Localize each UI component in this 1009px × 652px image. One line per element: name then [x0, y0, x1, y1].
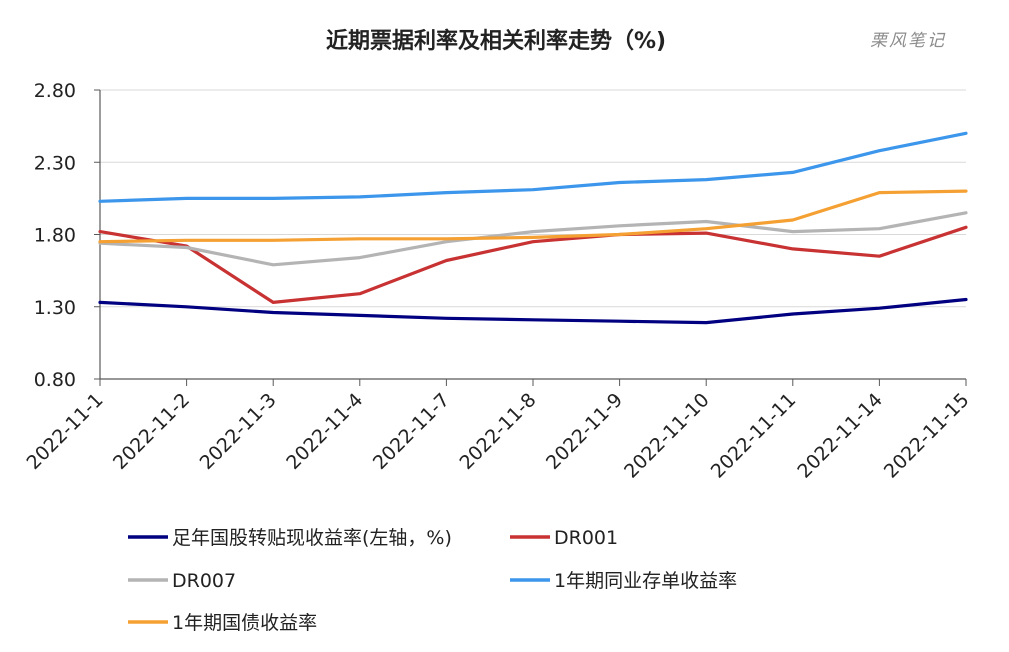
y-tick-label: 1.30 [34, 297, 76, 319]
series-line-3 [98, 211, 968, 267]
y-tick-label: 2.30 [34, 152, 76, 174]
series-line-1 [98, 297, 968, 325]
x-tick-label: 2022-11-10 [620, 389, 714, 483]
x-tick-label: 2022-11-15 [880, 389, 974, 483]
series-line-5 [98, 189, 968, 244]
legend: 足年国股转贴现收益率(左轴，%) DR001 DR007 1年期同业存单收益率 1年期国… [128, 527, 737, 634]
x-tick-label: 2022-11-7 [369, 389, 454, 474]
legend-label: 1年期国债收益率 [172, 612, 317, 634]
gridlines [100, 89, 966, 308]
series-line-4 [98, 131, 968, 203]
series-lines [98, 131, 968, 325]
y-tick-label: 1.80 [34, 225, 76, 247]
y-tick-label: 0.80 [34, 369, 76, 391]
y-axis-tick-labels: 0.80 1.30 1.80 2.30 2.80 [34, 80, 76, 391]
y-tick-label: 2.80 [34, 80, 76, 102]
legend-label: DR007 [172, 570, 236, 592]
x-axis-tick-labels: 2022-11-1 2022-11-2 2022-11-3 2022-11-4 2022… [22, 389, 973, 483]
x-tick-label: 2022-11-14 [793, 389, 887, 483]
legend-label: 足年国股转贴现收益率(左轴，%) [172, 527, 452, 549]
x-tick-label: 2022-11-1 [22, 389, 107, 474]
x-tick-label: 2022-11-3 [196, 389, 281, 474]
x-tick-label: 2022-11-9 [542, 389, 627, 474]
legend-label: DR001 [554, 527, 618, 549]
watermark: 栗风笔记 [870, 31, 946, 51]
x-tick-label: 2022-11-11 [707, 389, 801, 483]
legend-label: 1年期同业存单收益率 [554, 570, 737, 592]
x-tick-label: 2022-11-2 [109, 389, 194, 474]
x-tick-label: 2022-11-4 [282, 389, 367, 474]
axes [94, 89, 967, 386]
series-line-2 [98, 225, 968, 304]
x-tick-label: 2022-11-8 [455, 389, 540, 474]
chart-title: 近期票据利率及相关利率走势（%) [326, 28, 666, 54]
